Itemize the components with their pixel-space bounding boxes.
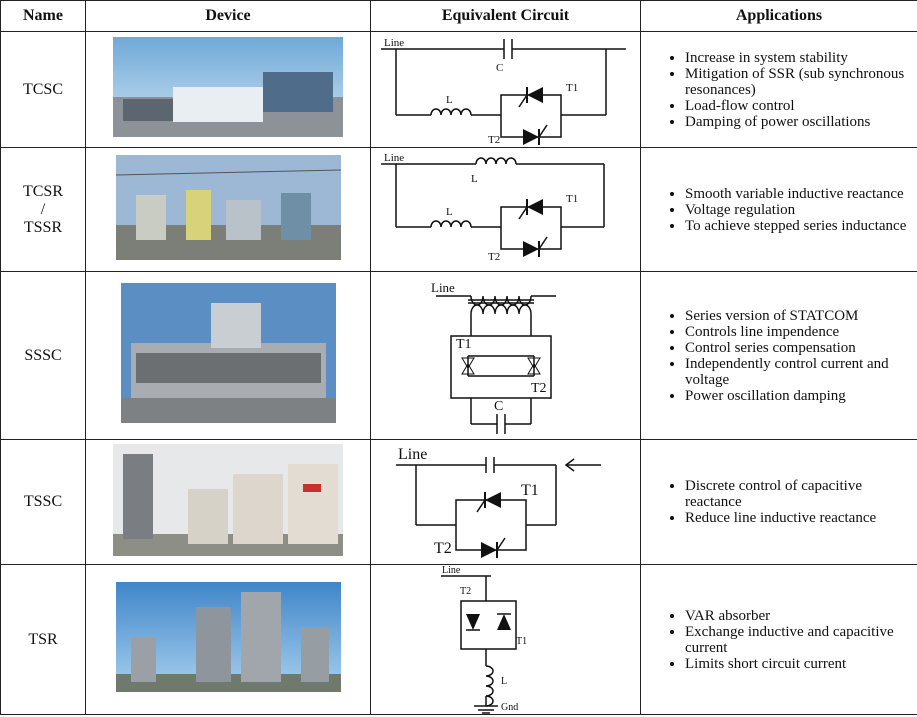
name-cell: SSSC [0,271,86,440]
circuit-label: T1 [566,193,578,205]
device-name: / [40,200,46,218]
circuit-label: Line [398,446,427,463]
row: TCSC Line [0,31,917,148]
device-photo-cell [85,271,371,440]
device-photo-cell [85,439,371,565]
device-photo [115,582,341,692]
application-list: Discrete control of capacitive reactance… [641,478,917,526]
device-photo [113,37,343,137]
device-photo [115,154,341,260]
circuit-label: L [471,173,478,185]
device-photo-cell [85,31,371,148]
application-item: VAR absorber [685,608,911,624]
row: TCSR / TSSR [0,147,917,272]
circuit-label: Line [384,37,404,49]
circuit-label: Line [431,280,455,295]
row: TSR Line [0,564,917,715]
device-photo [113,443,343,556]
circuit: Line T2 T1 L Gnd [440,566,527,714]
circuit-label: T2 [434,540,452,557]
application-list: Series version of STATCOMControls line i… [641,308,917,404]
device-photo-cell [85,564,371,715]
circuit-label: C [496,62,503,74]
application-item: Smooth variable inductive reactance [685,186,911,202]
application-item: Series version of STATCOM [685,308,911,324]
application-item: Exchange inductive and capacitive curren… [685,624,911,656]
device-name: TCSC [22,80,63,98]
circuit-label: T2 [488,251,500,263]
circuit-cell: Line L L T1 T2 [370,147,641,272]
header-row: Name Device Equivalent Circuit Applicati… [0,0,917,32]
application-item: Voltage regulation [685,202,911,218]
application-item: Limits short circuit current [685,656,911,672]
header: Device [85,0,371,32]
circuit-label: T1 [521,482,539,499]
circuit-label: T1 [566,82,578,94]
circuit-label: T1 [456,337,472,352]
circuit-label: T2 [460,586,471,597]
circuit-label: T2 [531,381,547,396]
device-name: TSSC [23,493,63,510]
application-item: Controls line impendence [685,324,911,340]
header: Name [0,0,86,32]
application-item: Damping of power oscillations [685,114,911,130]
applications-cell: Increase in system stabilityMitigation o… [640,31,917,148]
circuit: Line C L T1 T2 [380,37,626,145]
circuit-label: C [494,399,503,414]
applications-cell: Discrete control of capacitive reactance… [640,439,917,565]
circuit-label: L [446,94,453,106]
circuit: Line T1 T2 [395,446,601,559]
header: Applications [640,0,917,32]
name-cell: TCSC [0,31,86,148]
application-item: To achieve stepped series inductance [685,218,911,234]
application-item: Reduce line inductive reactance [685,510,911,526]
application-item: Control series compensation [685,340,911,356]
application-item: Discrete control of capacitive reactance [685,478,911,510]
circuit-cell: Line C L T1 T2 [370,31,641,148]
applications-cell: Series version of STATCOMControls line i… [640,271,917,440]
application-item: Independently control current and voltag… [685,356,911,388]
applications-cell: VAR absorberExchange inductive and capac… [640,564,917,715]
circuit-label: L [446,206,453,218]
circuit-label: Gnd [501,702,518,713]
device-name: SSSC [24,346,62,364]
application-item: Increase in system stability [685,50,911,66]
circuit-label: Line [384,152,404,164]
circuit-cell: Line T1 T2 [370,439,641,565]
circuit-cell: Line T1 T2 C [370,271,641,440]
circuit: Line L L T1 T2 [380,152,605,263]
device-name: TSSR [23,218,63,236]
row: TSSC Line T1 [0,439,917,565]
application-item: Load-flow control [685,98,911,114]
name-cell: TSSC [0,439,86,565]
application-list: Smooth variable inductive reactanceVolta… [641,186,917,234]
name-cell: TCSR / TSSR [0,147,86,272]
application-list: Increase in system stabilityMitigation o… [641,50,917,130]
circuit-label: Line [442,566,461,576]
application-item: Mitigation of SSR (sub synchronous reson… [685,66,911,98]
device-name: TSR [28,630,58,648]
device-photo-cell [85,147,371,272]
circuit-label: L [501,676,507,687]
applications-cell: Smooth variable inductive reactanceVolta… [640,147,917,272]
circuit: Line T1 T2 C [431,280,556,434]
circuit-label: T2 [488,134,500,145]
device-name: TCSR [22,182,63,200]
name-cell: TSR [0,564,86,715]
application-item: Power oscillation damping [685,388,911,404]
device-photo [120,283,336,423]
circuit-label: T1 [516,636,527,647]
row: SSSC [0,271,917,440]
header: Equivalent Circuit [370,0,641,32]
application-list: VAR absorberExchange inductive and capac… [641,608,917,672]
circuit-cell: Line T2 T1 L Gnd [370,564,641,715]
